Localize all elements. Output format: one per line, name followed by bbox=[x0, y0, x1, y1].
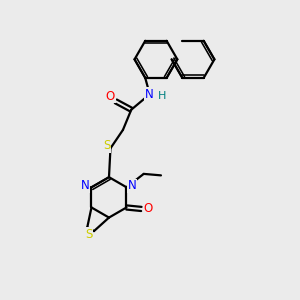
Text: H: H bbox=[158, 91, 166, 101]
Text: O: O bbox=[143, 202, 152, 215]
Text: O: O bbox=[106, 89, 115, 103]
Text: S: S bbox=[85, 228, 93, 241]
Text: N: N bbox=[128, 179, 137, 192]
Text: S: S bbox=[103, 140, 111, 152]
Text: N: N bbox=[145, 88, 154, 101]
Text: N: N bbox=[81, 179, 89, 192]
